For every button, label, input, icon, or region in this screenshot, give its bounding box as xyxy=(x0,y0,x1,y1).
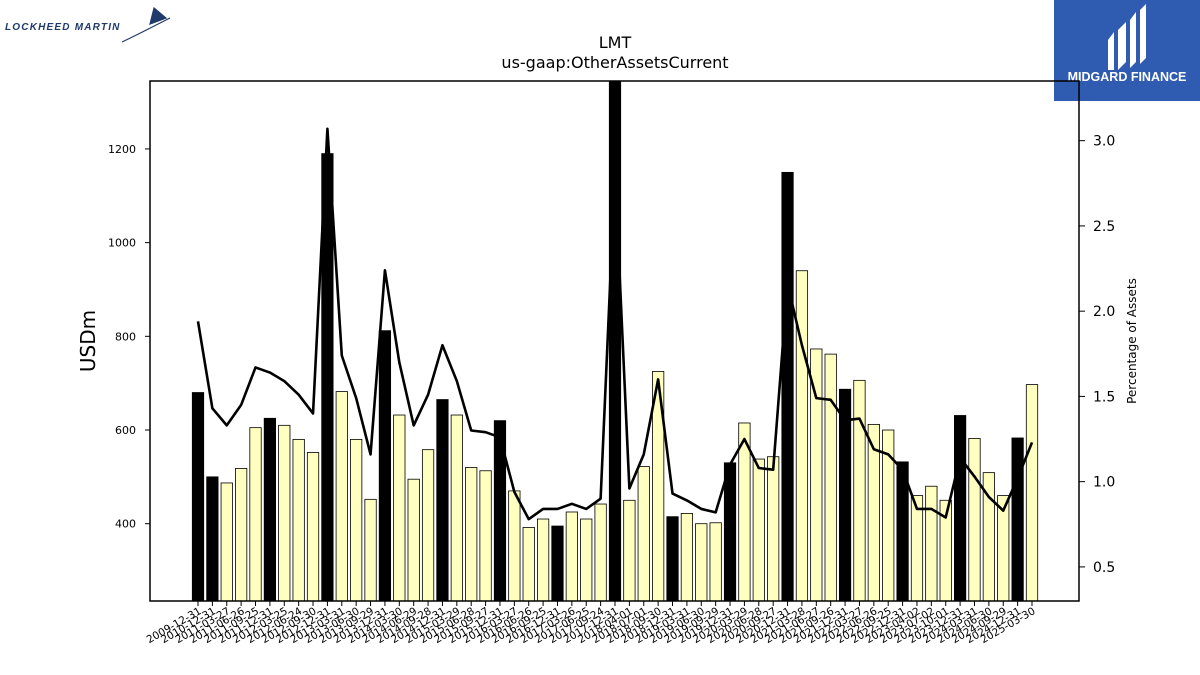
bar xyxy=(378,330,392,602)
bar xyxy=(393,414,406,602)
bar xyxy=(206,476,219,602)
bar xyxy=(925,485,938,602)
y2-tick-label: 0.5 xyxy=(1093,560,1115,576)
bar xyxy=(608,80,622,602)
bar xyxy=(407,478,420,602)
lockheed-martin-logo: LOCKHEED MARTIN xyxy=(5,6,171,43)
bar xyxy=(565,511,578,602)
lockheed-martin-logo-text: LOCKHEED MARTIN xyxy=(5,22,121,33)
y-axis-right: 0.5 1.0 1.5 2.0 2.5 3.0 xyxy=(1079,134,1115,576)
bar xyxy=(666,516,679,602)
bar xyxy=(680,513,694,602)
y2-axis-label: Percentage of Assets xyxy=(1125,278,1139,404)
bar xyxy=(537,518,550,602)
bar xyxy=(191,392,205,602)
bar xyxy=(364,498,377,602)
y2-tick-label: 1.0 xyxy=(1093,475,1115,491)
x-axis: 2009-12-312010-12-312011-03-272011-06-26… xyxy=(145,601,1038,646)
bar xyxy=(479,470,492,602)
bar xyxy=(292,438,305,602)
percentage-line xyxy=(196,127,1034,521)
midgard-logo-text: MIDGARD FINANCE xyxy=(1068,70,1187,84)
bar xyxy=(249,427,262,602)
bar xyxy=(1025,384,1039,602)
bar xyxy=(954,415,967,602)
bar xyxy=(306,452,320,602)
bar xyxy=(910,495,924,602)
y-tick-label: 600 xyxy=(115,424,136,437)
bar xyxy=(824,353,837,602)
bar xyxy=(522,527,535,602)
bar xyxy=(637,466,650,602)
bar xyxy=(853,379,866,602)
bar xyxy=(551,525,564,602)
bar xyxy=(235,468,248,602)
bar xyxy=(695,523,708,602)
bar xyxy=(278,424,291,602)
midgard-icon xyxy=(1108,4,1146,70)
chart-title: LMT xyxy=(599,33,632,52)
y2-tick-label: 1.5 xyxy=(1093,389,1115,405)
y2-tick-label: 2.0 xyxy=(1093,304,1115,320)
chart-subtitle: us-gaap:OtherAssetsCurrent xyxy=(501,53,728,72)
bar xyxy=(767,456,780,602)
y-axis-left: 400 600 800 1000 1200 xyxy=(108,143,150,531)
y-tick-label: 1000 xyxy=(108,237,136,250)
bar xyxy=(421,449,435,602)
bar xyxy=(594,503,607,602)
y-tick-label: 1200 xyxy=(108,143,136,156)
y-tick-label: 400 xyxy=(115,518,136,531)
bar xyxy=(580,518,593,602)
bar xyxy=(436,399,449,602)
star-icon xyxy=(121,6,171,43)
y-axis-label: USDm xyxy=(76,310,100,372)
midgard-finance-emblem: MIDGARD FINANCE xyxy=(1068,4,1187,84)
bar xyxy=(508,490,521,602)
bar xyxy=(450,414,463,602)
y2-tick-label: 2.5 xyxy=(1093,219,1115,235)
bar xyxy=(709,522,722,602)
bar xyxy=(263,417,277,602)
midgard-finance-logo: MIDGARD FINANCE xyxy=(1054,0,1200,101)
bar xyxy=(335,391,348,602)
bar xyxy=(752,458,765,602)
line-series-layer xyxy=(196,127,1034,521)
bar xyxy=(623,499,636,602)
bar xyxy=(795,270,809,602)
bar-series xyxy=(191,80,1039,602)
bar xyxy=(968,438,981,602)
y2-tick-label: 3.0 xyxy=(1093,134,1115,150)
bar xyxy=(220,482,233,602)
y-tick-label: 800 xyxy=(115,330,136,343)
bar xyxy=(465,467,478,602)
bar xyxy=(350,438,363,602)
bar xyxy=(723,462,737,602)
bar xyxy=(781,171,794,602)
bar xyxy=(1011,437,1024,602)
